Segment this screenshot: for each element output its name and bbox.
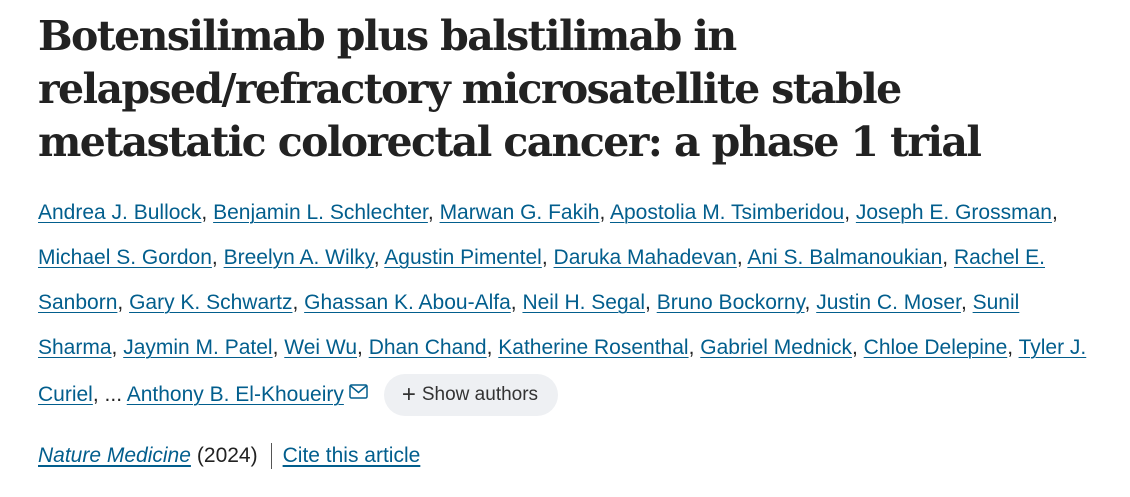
author-link[interactable]: Ani S. Balmanoukian <box>747 246 943 269</box>
author-separator: , <box>486 336 499 359</box>
author-link[interactable]: Chloe Delepine <box>863 336 1008 359</box>
author-separator: , <box>599 201 610 224</box>
author-separator: , <box>92 383 105 406</box>
author-separator: , <box>211 246 224 269</box>
author-separator: , <box>688 336 701 359</box>
author-link[interactable]: Andrea J. Bullock <box>38 201 202 224</box>
author-separator: , <box>804 291 817 314</box>
author-list: Andrea J. Bullock, Benjamin L. Schlechte… <box>38 190 1098 417</box>
author-link[interactable]: Katherine Rosenthal <box>498 336 689 359</box>
author-separator: , <box>510 291 523 314</box>
plus-icon: + <box>401 381 416 409</box>
author-separator: , <box>960 291 973 314</box>
author-link[interactable]: Sunil Sharma <box>38 291 1020 359</box>
author-link[interactable]: Bruno Bockorny <box>656 291 805 314</box>
author-link[interactable]: Rachel E. Sanborn <box>38 246 1045 314</box>
author-link[interactable]: Daruka Mahadevan <box>553 246 737 269</box>
author-link[interactable]: Gabriel Mednick <box>700 336 852 359</box>
divider <box>270 443 272 469</box>
author-separator: , <box>117 291 130 314</box>
article-title: Botensilimab plus balstilimab in relapse… <box>38 12 982 166</box>
citation-line: Nature Medicine (2024) Cite this article <box>38 438 420 474</box>
author-separator: , <box>111 336 124 359</box>
author-link[interactable]: Neil H. Segal <box>522 291 646 314</box>
author-separator: , <box>541 246 554 269</box>
author-link[interactable]: Gary K. Schwartz <box>129 291 293 314</box>
author-separator: , <box>292 291 305 314</box>
author-separator: , <box>1051 201 1058 224</box>
author-ellipsis: ... <box>104 383 123 406</box>
show-authors-button[interactable]: + Show authors <box>383 374 559 417</box>
publication-year: (2024) <box>196 444 258 467</box>
author-link[interactable]: Jaymin M. Patel <box>123 336 273 359</box>
author-link[interactable]: Ghassan K. Abou-Alfa <box>304 291 511 314</box>
author-separator: , <box>272 336 285 359</box>
show-authors-label: Show authors <box>421 384 539 406</box>
author-separator: , <box>427 201 440 224</box>
author-link[interactable]: Tyler J. Curiel <box>38 336 1087 406</box>
author-separator: , <box>851 336 864 359</box>
author-separator: , <box>357 336 369 359</box>
author-link[interactable]: Michael S. Gordon <box>38 246 212 269</box>
author-link[interactable]: Breelyn A. Wilky <box>223 246 374 269</box>
author-link[interactable]: Apostolia M. Tsimberidou <box>609 201 845 224</box>
author-separator: , <box>844 201 856 224</box>
author-separator: , <box>201 201 214 224</box>
author-link[interactable]: Marwan G. Fakih <box>439 201 600 224</box>
author-link[interactable]: Dhan Chand <box>368 336 487 359</box>
mail-icon[interactable] <box>349 370 368 415</box>
author-link[interactable]: Benjamin L. Schlechter <box>213 201 428 224</box>
author-separator: , <box>1007 336 1019 359</box>
cite-article-link[interactable]: Cite this article <box>282 444 421 467</box>
author-separator: , <box>645 291 657 314</box>
author-separator: , <box>736 246 748 269</box>
author-separator: , <box>942 246 954 269</box>
author-link[interactable]: Wei Wu <box>284 336 358 359</box>
journal-link[interactable]: Nature Medicine <box>38 444 191 467</box>
author-link[interactable]: Agustin Pimentel <box>384 246 542 269</box>
author-separator: , <box>373 246 385 269</box>
author-link[interactable]: Justin C. Moser <box>816 291 961 314</box>
corresponding-author-link[interactable]: Anthony B. El-Khoueiry <box>126 383 344 406</box>
author-link[interactable]: Joseph E. Grossman <box>855 201 1052 224</box>
